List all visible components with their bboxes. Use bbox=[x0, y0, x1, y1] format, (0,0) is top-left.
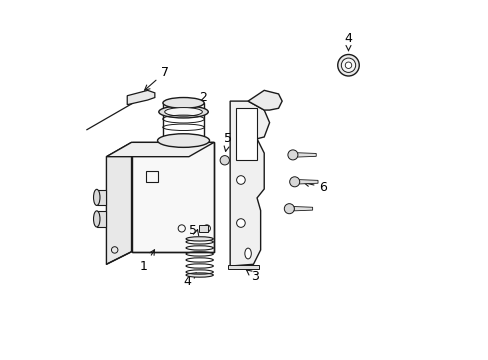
Ellipse shape bbox=[157, 134, 209, 147]
Circle shape bbox=[345, 62, 351, 68]
Polygon shape bbox=[106, 142, 214, 157]
Polygon shape bbox=[235, 108, 257, 160]
Text: 3: 3 bbox=[246, 270, 259, 283]
Text: 7: 7 bbox=[144, 66, 168, 90]
Ellipse shape bbox=[185, 237, 213, 241]
Polygon shape bbox=[198, 225, 207, 232]
Ellipse shape bbox=[163, 98, 203, 108]
Ellipse shape bbox=[93, 189, 100, 206]
Polygon shape bbox=[97, 190, 106, 205]
Ellipse shape bbox=[244, 248, 251, 259]
Polygon shape bbox=[293, 207, 312, 211]
Text: 6: 6 bbox=[304, 181, 326, 194]
Polygon shape bbox=[131, 142, 214, 252]
Ellipse shape bbox=[185, 273, 213, 277]
Polygon shape bbox=[297, 153, 316, 157]
Text: 5: 5 bbox=[224, 131, 232, 151]
Text: 2: 2 bbox=[189, 91, 207, 106]
Text: 4: 4 bbox=[344, 32, 352, 51]
Polygon shape bbox=[106, 142, 131, 264]
Polygon shape bbox=[247, 90, 282, 110]
Polygon shape bbox=[299, 180, 317, 184]
Ellipse shape bbox=[164, 108, 202, 116]
Text: 5: 5 bbox=[188, 224, 196, 238]
Circle shape bbox=[341, 58, 355, 72]
Text: 1: 1 bbox=[140, 250, 154, 273]
Circle shape bbox=[289, 177, 299, 187]
Circle shape bbox=[337, 54, 359, 76]
Polygon shape bbox=[228, 265, 258, 269]
Circle shape bbox=[236, 219, 244, 227]
Text: 4: 4 bbox=[183, 273, 196, 288]
Circle shape bbox=[236, 176, 244, 184]
Circle shape bbox=[284, 204, 294, 214]
Ellipse shape bbox=[93, 211, 100, 227]
Polygon shape bbox=[127, 90, 155, 105]
Polygon shape bbox=[230, 101, 269, 266]
Circle shape bbox=[287, 150, 297, 160]
Ellipse shape bbox=[159, 106, 208, 118]
Circle shape bbox=[220, 156, 229, 165]
Polygon shape bbox=[97, 211, 106, 226]
